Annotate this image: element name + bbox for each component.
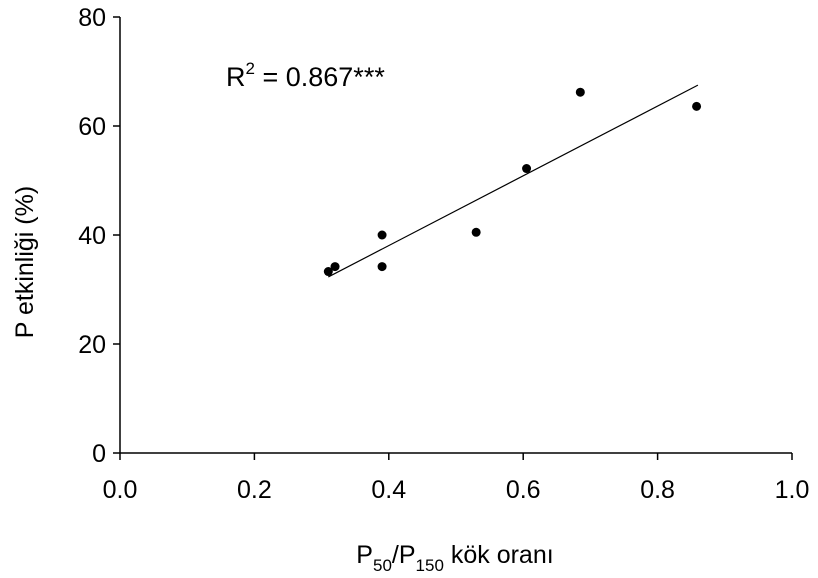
r-symbol: R: [226, 62, 246, 92]
x-title-sub2: 150: [416, 556, 444, 575]
regression-line: [328, 84, 699, 278]
r-squared-value: = 0.867***: [255, 62, 385, 92]
tick-marks: [113, 16, 793, 460]
x-title-p2: /P: [392, 541, 416, 569]
data-points: [323, 87, 702, 277]
x-tick-label: 0.4: [371, 476, 406, 504]
r-superscript: 2: [246, 59, 255, 78]
data-point: [575, 87, 585, 97]
tick-labels: 0.0 0.2 0.4 0.6 0.8 1.0 0 20 40 60 80: [78, 4, 809, 504]
x-title-sub1: 50: [373, 556, 392, 575]
x-tick-label: 0.0: [103, 476, 138, 504]
data-point: [330, 262, 340, 272]
data-point: [323, 267, 333, 277]
x-title-p1: P: [356, 541, 373, 569]
data-point: [692, 101, 702, 111]
y-axis-title: P etkinliği (%): [11, 186, 39, 338]
y-tick-label: 40: [78, 222, 106, 250]
data-point: [471, 227, 481, 237]
x-title-p3: kök oranı: [444, 541, 554, 569]
y-tick-label: 0: [92, 440, 106, 468]
y-tick-label: 60: [78, 113, 106, 141]
x-tick-label: 1.0: [775, 476, 810, 504]
data-point: [377, 262, 387, 272]
data-point: [377, 230, 387, 240]
x-tick-label: 0.6: [506, 476, 541, 504]
x-axis-title: P50/P150 kök oranı: [356, 541, 553, 575]
data-point: [522, 164, 532, 174]
x-tick-label: 0.8: [640, 476, 675, 504]
r-squared-annotation: R2 = 0.867***: [226, 59, 385, 92]
y-tick-label: 20: [78, 331, 106, 359]
y-tick-label: 80: [78, 4, 106, 32]
x-tick-label: 0.2: [237, 476, 272, 504]
